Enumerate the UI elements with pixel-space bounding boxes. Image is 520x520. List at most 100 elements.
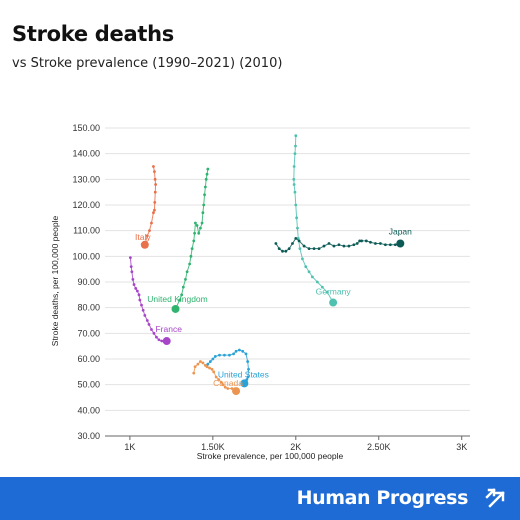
data-point (154, 183, 158, 186)
series-endpoint (162, 337, 171, 346)
data-point (360, 239, 364, 243)
data-point (337, 243, 341, 247)
data-point (137, 293, 141, 297)
data-point (152, 165, 155, 168)
data-point (155, 335, 158, 339)
series-endpoint (329, 298, 338, 307)
data-point (274, 242, 278, 245)
data-point (294, 134, 298, 138)
data-point (211, 357, 215, 361)
data-point (296, 236, 300, 240)
data-point (184, 278, 187, 281)
data-point (152, 211, 155, 215)
data-point (196, 362, 200, 366)
series-endpoint (240, 379, 249, 388)
series-france (128, 256, 171, 346)
data-point (369, 240, 372, 244)
data-point (332, 244, 336, 248)
data-point (153, 208, 156, 212)
data-point (206, 167, 210, 171)
data-point (241, 349, 245, 353)
data-point (307, 270, 311, 274)
data-point (130, 270, 134, 274)
brand-name[interactable]: Human Progress (296, 487, 469, 509)
data-point (295, 216, 299, 220)
data-point (194, 221, 197, 225)
data-point (200, 221, 204, 225)
data-point (223, 353, 226, 357)
data-point (135, 289, 139, 293)
data-point (228, 353, 231, 357)
data-point (320, 285, 324, 289)
data-point (292, 165, 296, 168)
data-point (198, 360, 202, 363)
data-point (141, 308, 145, 312)
data-point (134, 287, 138, 290)
scatter-chart: 30.00 40.00 50.00 60.00 70.00 80.00 90.00 100.0… (50, 123, 470, 461)
data-point (150, 221, 153, 225)
series-line (175, 168, 209, 310)
data-point (181, 285, 185, 289)
data-point (281, 249, 284, 253)
footer-bar: Human Progress (0, 477, 520, 520)
data-point (226, 387, 230, 390)
series-japan (274, 236, 405, 253)
y-tick-label: 130.00 (72, 174, 100, 184)
data-point (145, 319, 149, 322)
y-tick-label: 150.00 (72, 123, 100, 133)
y-tick-label: 30.00 (77, 431, 100, 441)
x-tick-label: 1.50K (201, 442, 225, 452)
y-tick-label: 70.00 (77, 328, 100, 338)
y-tick-label: 50.00 (77, 380, 100, 390)
data-point (201, 361, 205, 365)
data-point (150, 328, 153, 331)
data-point (232, 352, 235, 356)
data-point (208, 366, 211, 370)
data-point (210, 367, 214, 371)
data-point (287, 247, 291, 251)
data-point (234, 349, 238, 353)
x-tick-label: 3K (456, 442, 467, 452)
series-label-canada: Canada (213, 378, 243, 388)
data-point (128, 256, 132, 260)
data-point (342, 244, 346, 248)
series-label-france: France (155, 324, 182, 334)
data-point (195, 224, 199, 227)
series-label-japan: Japan (389, 227, 412, 237)
data-point (205, 365, 209, 369)
data-point (197, 231, 201, 235)
y-tick-label: 100.00 (72, 251, 100, 261)
series-endpoint (232, 387, 241, 396)
data-point (219, 380, 223, 384)
data-point (315, 280, 319, 284)
chart-title: Stroke deaths (12, 22, 174, 46)
data-point (129, 265, 133, 268)
y-tick-label: 60.00 (77, 354, 100, 364)
series-label-italy: Italy (135, 232, 151, 242)
series-germany (292, 134, 338, 307)
data-point (325, 290, 329, 294)
series-canada (192, 360, 241, 396)
data-point (178, 298, 182, 302)
data-point (293, 190, 297, 194)
data-point (206, 362, 210, 366)
data-point (247, 367, 250, 371)
data-point (383, 243, 387, 247)
data-point (203, 185, 207, 189)
series-endpoint (396, 239, 405, 248)
data-point (302, 244, 306, 248)
data-point (294, 144, 297, 148)
data-point (153, 190, 157, 194)
data-point (202, 203, 206, 207)
data-point (192, 239, 196, 243)
series-label-germany: Germany (316, 287, 352, 297)
data-point (244, 352, 248, 356)
series-united-kingdom (171, 167, 210, 313)
data-point (153, 170, 156, 174)
data-point (237, 348, 241, 352)
data-point (317, 247, 321, 251)
data-point (208, 360, 212, 363)
data-point (185, 270, 189, 274)
series-italy (140, 165, 158, 249)
